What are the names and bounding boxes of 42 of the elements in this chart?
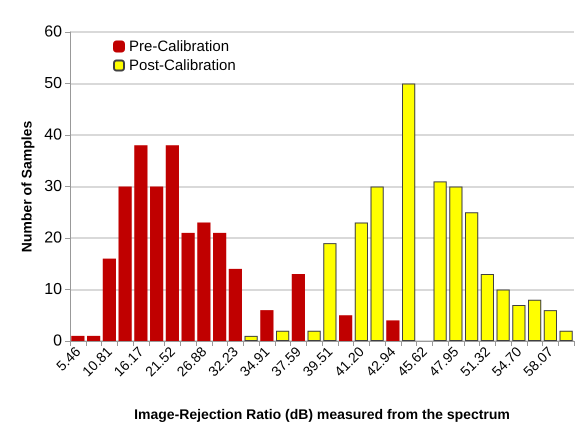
bar [544, 310, 557, 341]
bar [323, 243, 336, 341]
bar [496, 290, 510, 341]
bar [480, 274, 494, 341]
bar [354, 222, 368, 341]
bar [150, 186, 164, 341]
bar [244, 336, 258, 341]
bar [512, 304, 526, 341]
bar [370, 186, 384, 341]
bar [213, 232, 226, 341]
bar [134, 145, 148, 341]
bar [87, 336, 100, 341]
bar [118, 186, 132, 341]
x-axis-title: Image-Rejection Ratio (dB) measured from the spectrum [134, 406, 510, 422]
bar [276, 330, 290, 341]
bar [528, 300, 542, 341]
bar [71, 336, 84, 341]
bar [308, 330, 321, 341]
bar [339, 315, 352, 341]
bar [434, 181, 447, 341]
bar [102, 258, 116, 341]
y-axis-title: Number of Samples [18, 120, 34, 252]
bar [560, 330, 573, 341]
bar [386, 320, 400, 341]
y-tick-label: 0 [53, 332, 62, 350]
y-tick-label: 10 [44, 281, 62, 298]
bar [292, 274, 305, 341]
y-tick-label: 50 [44, 75, 62, 92]
bar [260, 310, 274, 341]
bar [228, 268, 242, 341]
bar [449, 186, 462, 341]
bar [197, 222, 210, 341]
y-tick-label: 20 [44, 230, 62, 246]
y-tick-label: 30 [44, 178, 62, 195]
bar [166, 145, 179, 341]
bar [465, 212, 478, 341]
legend-label: Pre-Calibration [129, 38, 230, 55]
legend-label: Post-Calibration [129, 57, 236, 74]
y-tick-label: 60 [44, 24, 62, 40]
bar [402, 84, 416, 341]
y-tick-label: 40 [44, 126, 62, 144]
bar [182, 232, 195, 341]
